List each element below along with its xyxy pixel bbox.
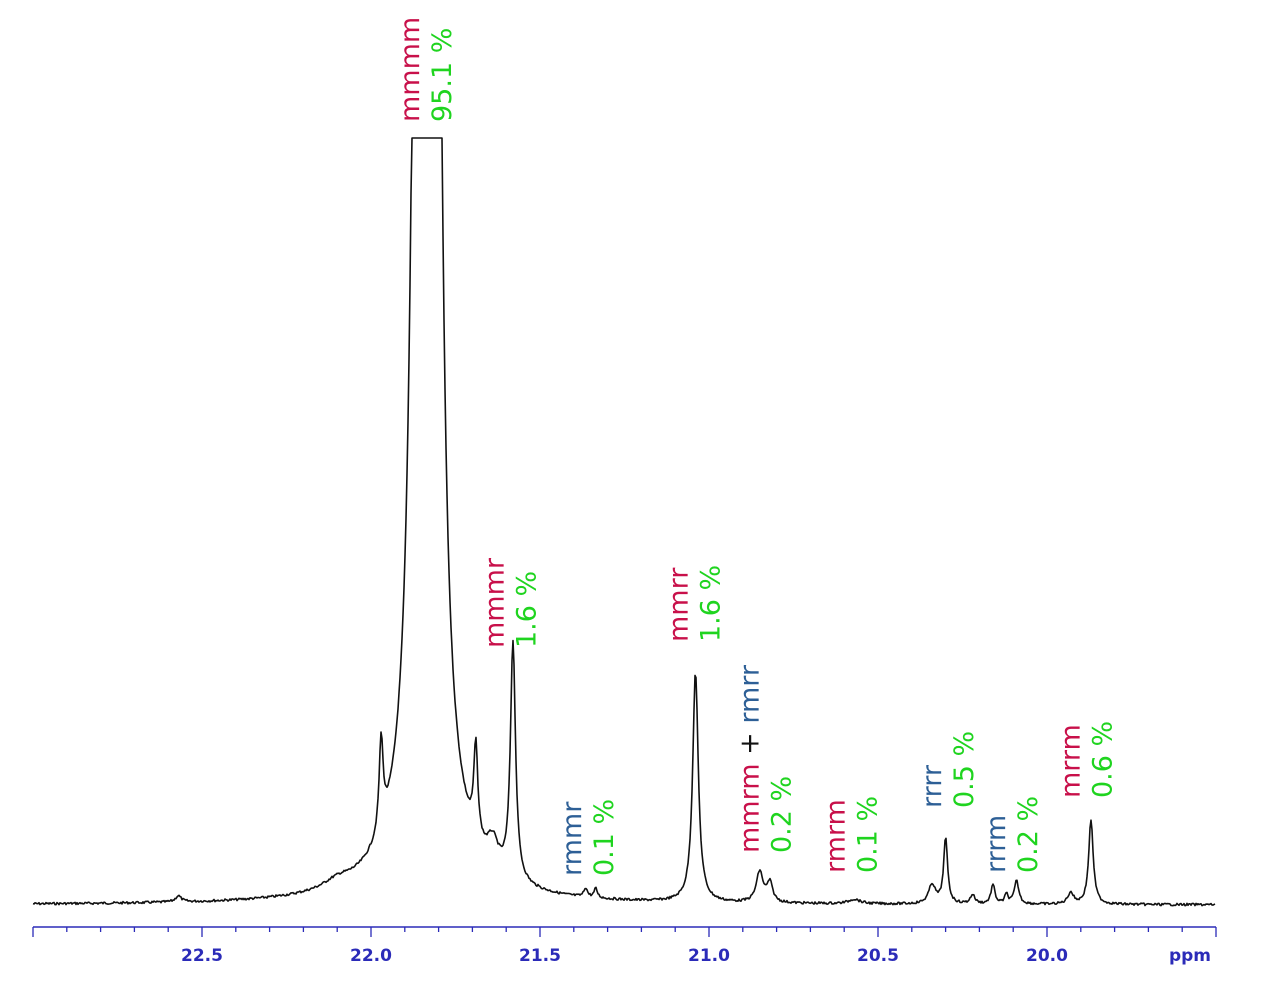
x-tick-label: 21.0 <box>688 946 730 966</box>
annotation-sequence: rrrr <box>917 764 948 808</box>
annotation-sequence: rmmr <box>557 801 588 876</box>
peak-annotation: mmmr 1.6 % <box>479 557 542 648</box>
annotation-percent: 0.2 % <box>1013 796 1044 873</box>
x-axis: 22.5 22.0 21.5 21.0 20.5 20.0 ppm <box>32 926 1217 966</box>
peak-annotation: mrrm 0.6 % <box>1056 721 1119 798</box>
spectrum-trace-group <box>32 137 1216 907</box>
x-tick-label: 20.0 <box>1026 946 1068 966</box>
x-tick-label: 22.0 <box>350 946 392 966</box>
peak-annotation: rmrm 0.1 % <box>821 796 884 873</box>
peak-annotation: rmmr 0.1 % <box>557 799 620 876</box>
annotation-percent: 1.6 % <box>695 565 726 642</box>
annotation-percent: 0.6 % <box>1088 721 1119 798</box>
annotation-label: rrrr <box>917 764 948 808</box>
annotation-percent: 1.6 % <box>511 571 542 648</box>
annotation-percent: 0.1 % <box>853 796 884 873</box>
annotation-percent: 0.5 % <box>949 731 980 808</box>
x-tick-label: 21.5 <box>519 946 561 966</box>
annotation-label: rrrm <box>981 815 1012 873</box>
peak-annotation: rrrr 0.5 % <box>917 731 980 808</box>
annotation-sequence: rmrm <box>821 799 852 873</box>
spectrum-line <box>32 137 1216 907</box>
annotation-percent: 0.2 % <box>766 776 797 853</box>
annotation-label: rmrm <box>821 799 852 873</box>
annotation-percent: 0.1 % <box>589 799 620 876</box>
peak-annotation: rrrm 0.2 % <box>981 796 1044 873</box>
x-axis-unit-label: ppm <box>1169 946 1211 966</box>
annotation-percent: 95.1 % <box>427 28 458 122</box>
annotation-sequence: rmrr <box>734 664 765 732</box>
x-tick-label: 22.5 <box>181 946 223 966</box>
annotation-label: mmrr <box>663 567 694 642</box>
annotation-sequence: rrrm <box>981 815 1012 873</box>
annotation-sequence: mmrm <box>734 763 765 853</box>
annotation-sequence: mmmm <box>395 17 426 122</box>
peak-annotation: mmmm 95.1 % <box>395 17 458 122</box>
annotation-label: mmmm <box>395 17 426 122</box>
peak-annotations: mmmm 95.1 %mmmr 1.6 %rmmr 0.1 %mmrr 1.6 %mmr… <box>395 17 1119 876</box>
annotation-sequence: mmmr <box>479 557 510 648</box>
annotation-label: mrrm <box>1056 724 1087 798</box>
annotation-label: rmmr <box>557 801 588 876</box>
x-tick-label: 20.5 <box>857 946 899 966</box>
annotation-label: mmrm + rmrr <box>734 664 765 853</box>
annotation-sequence: mrrm <box>1056 724 1087 798</box>
annotation-sequence: mmrr <box>663 567 694 642</box>
annotation-label: mmmr <box>479 557 510 648</box>
peak-annotation: mmrr 1.6 % <box>663 565 726 642</box>
annotation-plus: + <box>734 732 765 763</box>
